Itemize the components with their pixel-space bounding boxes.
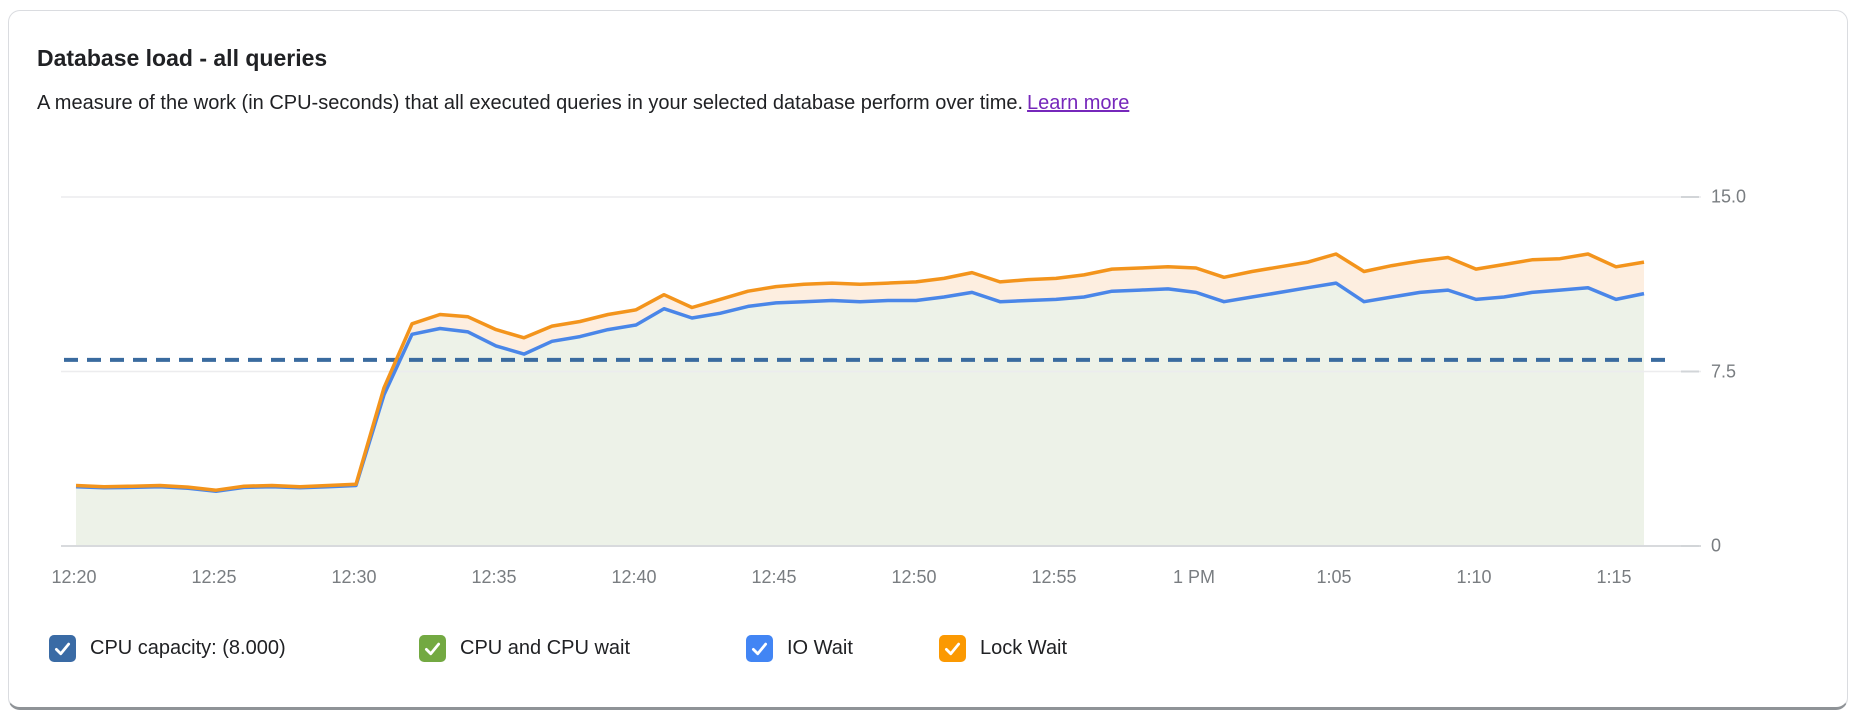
x-axis-label-1245: 12:45 <box>751 567 797 587</box>
x-axis-label-1225: 12:25 <box>191 567 237 587</box>
check-icon <box>751 642 768 655</box>
lock-wait-line <box>75 252 1645 492</box>
legend-label-lock-wait: Lock Wait <box>980 636 1068 659</box>
learn-more-link[interactable]: Learn more <box>1027 92 1130 114</box>
legend-label-cpu-wait: CPU and CPU wait <box>460 636 631 659</box>
x-axis-label-1235: 12:35 <box>471 567 517 587</box>
cpu-and-cpu-wait-area <box>76 283 1644 546</box>
x-axis-label-105: 1:05 <box>1316 567 1352 587</box>
lock-wait-checkbox[interactable] <box>939 634 966 662</box>
x-axis-label-1pm: 1 PM <box>1172 567 1215 587</box>
chart-grid-layer <box>61 196 1701 547</box>
database-load-chart <box>61 196 1701 547</box>
check-icon <box>54 642 71 655</box>
legend-label-io-wait: IO Wait <box>787 636 853 659</box>
x-axis-label-1220: 12:20 <box>51 567 97 587</box>
x-axis-label-1240: 12:40 <box>611 567 657 587</box>
x-axis-label-115: 1:15 <box>1596 567 1632 587</box>
legend-item-lock-wait[interactable]: Lock Wait <box>939 633 1067 663</box>
page-title: Database load - all queries <box>37 45 328 71</box>
x-axis-label-1250: 12:50 <box>891 567 937 587</box>
io-wait-checkbox[interactable] <box>746 634 773 662</box>
legend-item-io-wait[interactable]: IO Wait <box>746 633 853 663</box>
legend-item-cpu-capacity[interactable]: CPU capacity: (8.000) <box>49 633 286 663</box>
legend-label-cpu-capacity: CPU capacity: (8.000) <box>90 636 286 659</box>
cpu-capacity-checkbox[interactable] <box>49 634 76 662</box>
database-load-card: Database load - all queries A measure of… <box>8 10 1848 710</box>
check-icon <box>944 642 961 655</box>
cpu-wait-checkbox[interactable] <box>419 634 446 662</box>
y-axis-label-7-5: 7.5 <box>1711 361 1737 382</box>
chart-line-layer <box>64 252 1671 494</box>
y-axis-label-15: 15.0 <box>1711 186 1747 207</box>
x-axis-label-1230: 12:30 <box>331 567 377 587</box>
y-axis-label-0: 0 <box>1711 535 1722 556</box>
chart-description: A measure of the work (in CPU-seconds) t… <box>37 92 1129 115</box>
legend-item-cpu-wait[interactable]: CPU and CPU wait <box>419 633 630 663</box>
x-axis-label-1255: 12:55 <box>1031 567 1077 587</box>
x-axis-label-110: 1:10 <box>1456 567 1492 587</box>
chart-description-text: A measure of the work (in CPU-seconds) t… <box>37 92 1024 114</box>
chart-area-layer <box>76 254 1644 546</box>
check-icon <box>424 642 441 655</box>
